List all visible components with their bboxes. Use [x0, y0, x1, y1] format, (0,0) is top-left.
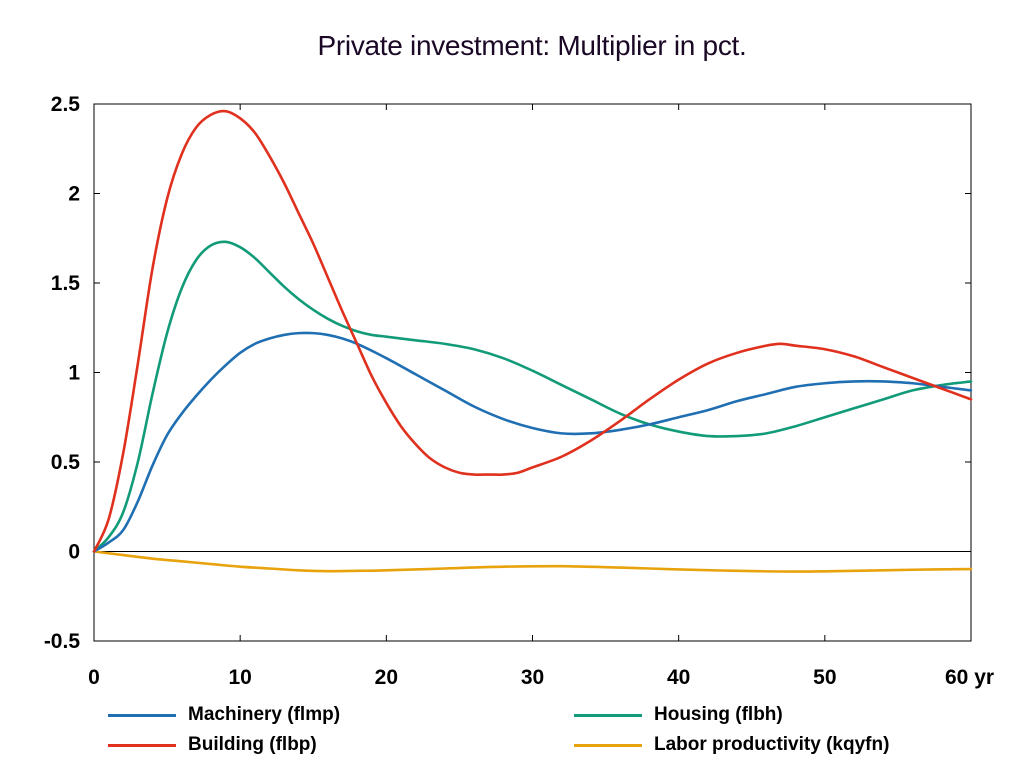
x-tick-label: 30: [521, 666, 544, 689]
y-tick-label: -0.5: [44, 630, 81, 653]
y-tick-label: 1.5: [51, 272, 81, 295]
plot-area: [93, 103, 972, 642]
x-tick-label: 10: [228, 666, 251, 689]
series-line-housing: [92, 240, 973, 553]
x-tick-label: 40: [667, 666, 690, 689]
y-tick-label: 1: [68, 362, 80, 385]
y-tick-label: 2.5: [51, 93, 81, 116]
series-line-building: [92, 109, 973, 553]
x-tick-label: 0: [88, 666, 100, 689]
series-line-machinery: [92, 331, 973, 553]
y-tick-label: 0.5: [51, 451, 81, 474]
chart-title: Private investment: Multiplier in pct.: [317, 30, 747, 61]
x-tick-label: 50: [813, 666, 836, 689]
series-layer: [92, 109, 973, 573]
y-tick-label: 0: [68, 541, 80, 564]
y-tick-label: 2: [68, 183, 80, 206]
plot-frame: [93, 103, 972, 642]
x-tick-label: 20: [375, 666, 398, 689]
series-line-labor-productivity: [92, 550, 973, 573]
tick-labels: -0.5 0 0.5 1 1.5 2 2.5 0 10 20 30 40 50 60 yr: [44, 93, 994, 689]
x-tick-label: 60 yr: [945, 666, 994, 689]
